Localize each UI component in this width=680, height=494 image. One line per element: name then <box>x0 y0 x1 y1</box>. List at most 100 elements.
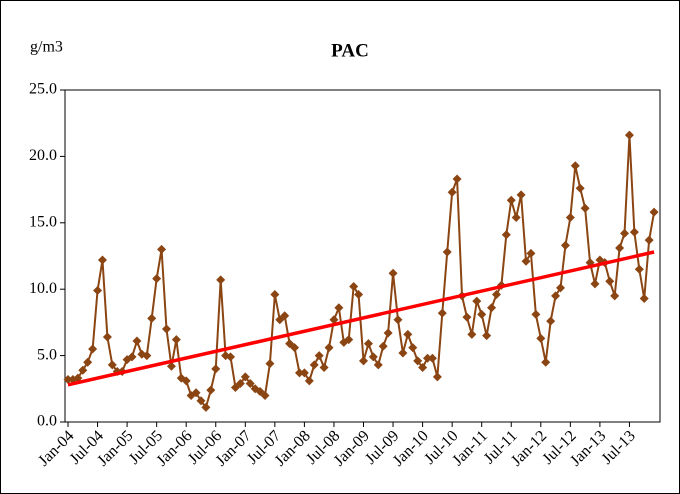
data-point <box>245 378 255 388</box>
data-point <box>437 308 447 318</box>
data-point <box>393 315 403 325</box>
data-point <box>157 244 167 254</box>
y-tick-label: 5.0 <box>37 346 57 363</box>
data-point <box>526 248 536 258</box>
data-point <box>491 290 501 300</box>
data-point <box>477 309 487 319</box>
data-point <box>620 228 630 238</box>
data-point <box>294 368 304 378</box>
data-point <box>88 344 98 354</box>
data-point <box>462 312 472 322</box>
data-point <box>359 356 368 366</box>
data-point <box>319 363 329 373</box>
data-point <box>83 357 93 367</box>
data-point <box>107 360 117 370</box>
data-point <box>162 324 171 334</box>
data-point <box>280 311 290 321</box>
data-point <box>363 339 373 349</box>
data-point <box>487 303 497 313</box>
data-point <box>432 372 442 382</box>
data-point <box>334 303 344 313</box>
data-point <box>472 296 482 306</box>
data-point <box>629 227 639 237</box>
data-point <box>329 315 339 325</box>
plot-area <box>64 89 661 423</box>
data-point <box>102 332 112 342</box>
data-point <box>546 316 556 326</box>
data-point <box>516 190 526 200</box>
y-tick-label: 20.0 <box>29 147 57 164</box>
data-point <box>447 187 457 197</box>
y-unit: g/m3 <box>30 39 63 56</box>
data-point <box>482 331 492 341</box>
data-point <box>570 161 580 171</box>
data-point <box>260 390 270 400</box>
data-point <box>418 363 428 373</box>
data-point <box>506 195 516 205</box>
data-point <box>324 343 334 353</box>
data-point <box>166 361 176 371</box>
data-point <box>147 313 157 323</box>
data-point <box>413 356 423 366</box>
data-point <box>226 352 236 362</box>
data-point <box>610 291 620 301</box>
data-point <box>556 283 565 293</box>
data-point <box>427 353 437 363</box>
y-tick-label: 10.0 <box>29 280 57 297</box>
trend-line <box>67 250 655 387</box>
data-point <box>299 368 309 378</box>
y-tick-label: 15.0 <box>29 213 57 230</box>
data-point <box>531 309 541 319</box>
data-point <box>551 291 561 301</box>
data-point <box>309 360 319 370</box>
data-point <box>354 290 364 300</box>
data-point <box>605 276 615 286</box>
data-point <box>649 207 659 217</box>
data-point <box>615 243 625 253</box>
data-point <box>196 396 206 406</box>
data-point <box>590 279 600 289</box>
data-point <box>373 360 383 370</box>
data-point <box>634 264 644 274</box>
data-point <box>575 183 585 193</box>
data-point <box>132 336 142 346</box>
data-point <box>467 329 477 339</box>
data-point <box>565 212 575 222</box>
data-point <box>423 353 433 363</box>
data-point <box>344 335 354 345</box>
data-point <box>442 247 452 257</box>
data-point <box>265 359 275 369</box>
data-point <box>97 255 107 265</box>
data-point <box>270 290 280 300</box>
data-point <box>639 293 649 303</box>
data-point <box>388 268 398 278</box>
data-point <box>314 351 324 361</box>
data-point <box>536 333 546 343</box>
data-point <box>403 329 413 339</box>
data-point <box>624 130 634 140</box>
data-point <box>644 235 654 245</box>
data-point <box>216 275 226 285</box>
data-point <box>201 402 211 412</box>
data-point <box>452 174 462 184</box>
data-point <box>511 212 521 222</box>
data-point <box>235 378 245 388</box>
data-point <box>240 372 250 382</box>
data-point <box>541 357 551 367</box>
data-point <box>501 230 511 240</box>
data-point <box>349 282 359 292</box>
data-point <box>152 274 162 284</box>
data-point <box>206 385 216 395</box>
data-point <box>383 328 393 338</box>
data-point <box>290 343 300 353</box>
data-point <box>560 240 570 250</box>
data-point <box>408 343 418 353</box>
data-point <box>93 286 103 296</box>
data-point <box>78 365 88 375</box>
data-point <box>191 388 201 398</box>
y-tick-label: 0.0 <box>37 413 57 430</box>
data-point <box>211 364 221 374</box>
chart-title: PAC <box>331 40 369 61</box>
